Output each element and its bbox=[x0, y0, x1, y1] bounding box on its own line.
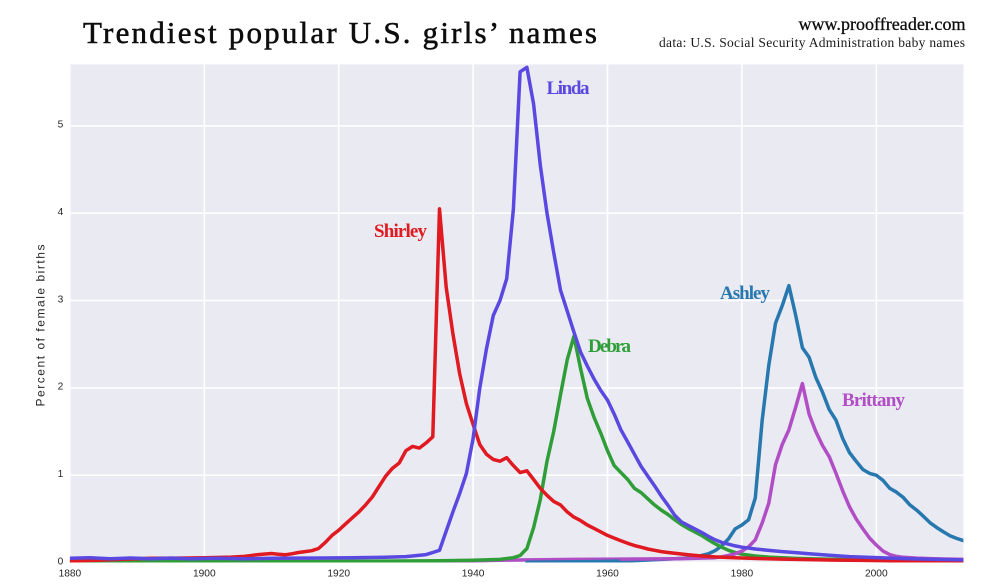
svg-text:Shirley: Shirley bbox=[374, 221, 428, 242]
svg-text:Brittany: Brittany bbox=[842, 390, 906, 411]
svg-text:Trendiest popular U.S. girls’: Trendiest popular U.S. girls’ names bbox=[83, 15, 597, 50]
svg-text:1940: 1940 bbox=[462, 569, 485, 580]
svg-text:2000: 2000 bbox=[865, 569, 888, 580]
svg-text:1: 1 bbox=[58, 469, 64, 480]
svg-text:3: 3 bbox=[58, 294, 64, 305]
svg-text:www.prooffreader.com: www.prooffreader.com bbox=[799, 14, 966, 34]
svg-text:Ashley: Ashley bbox=[720, 283, 771, 304]
svg-text:0: 0 bbox=[58, 556, 64, 567]
svg-text:2: 2 bbox=[58, 382, 64, 393]
svg-text:1880: 1880 bbox=[59, 569, 82, 580]
svg-text:Debra: Debra bbox=[588, 336, 632, 357]
svg-text:1920: 1920 bbox=[327, 569, 350, 580]
svg-text:1900: 1900 bbox=[193, 569, 216, 580]
svg-text:1960: 1960 bbox=[596, 569, 619, 580]
svg-text:1980: 1980 bbox=[731, 569, 754, 580]
svg-text:Linda: Linda bbox=[547, 78, 591, 99]
svg-text:Percent of female births: Percent of female births bbox=[34, 245, 48, 407]
svg-text:5: 5 bbox=[58, 120, 64, 131]
svg-text:data: U.S. Social Security Adm: data: U.S. Social Security Administratio… bbox=[659, 35, 965, 50]
svg-text:4: 4 bbox=[58, 207, 64, 218]
